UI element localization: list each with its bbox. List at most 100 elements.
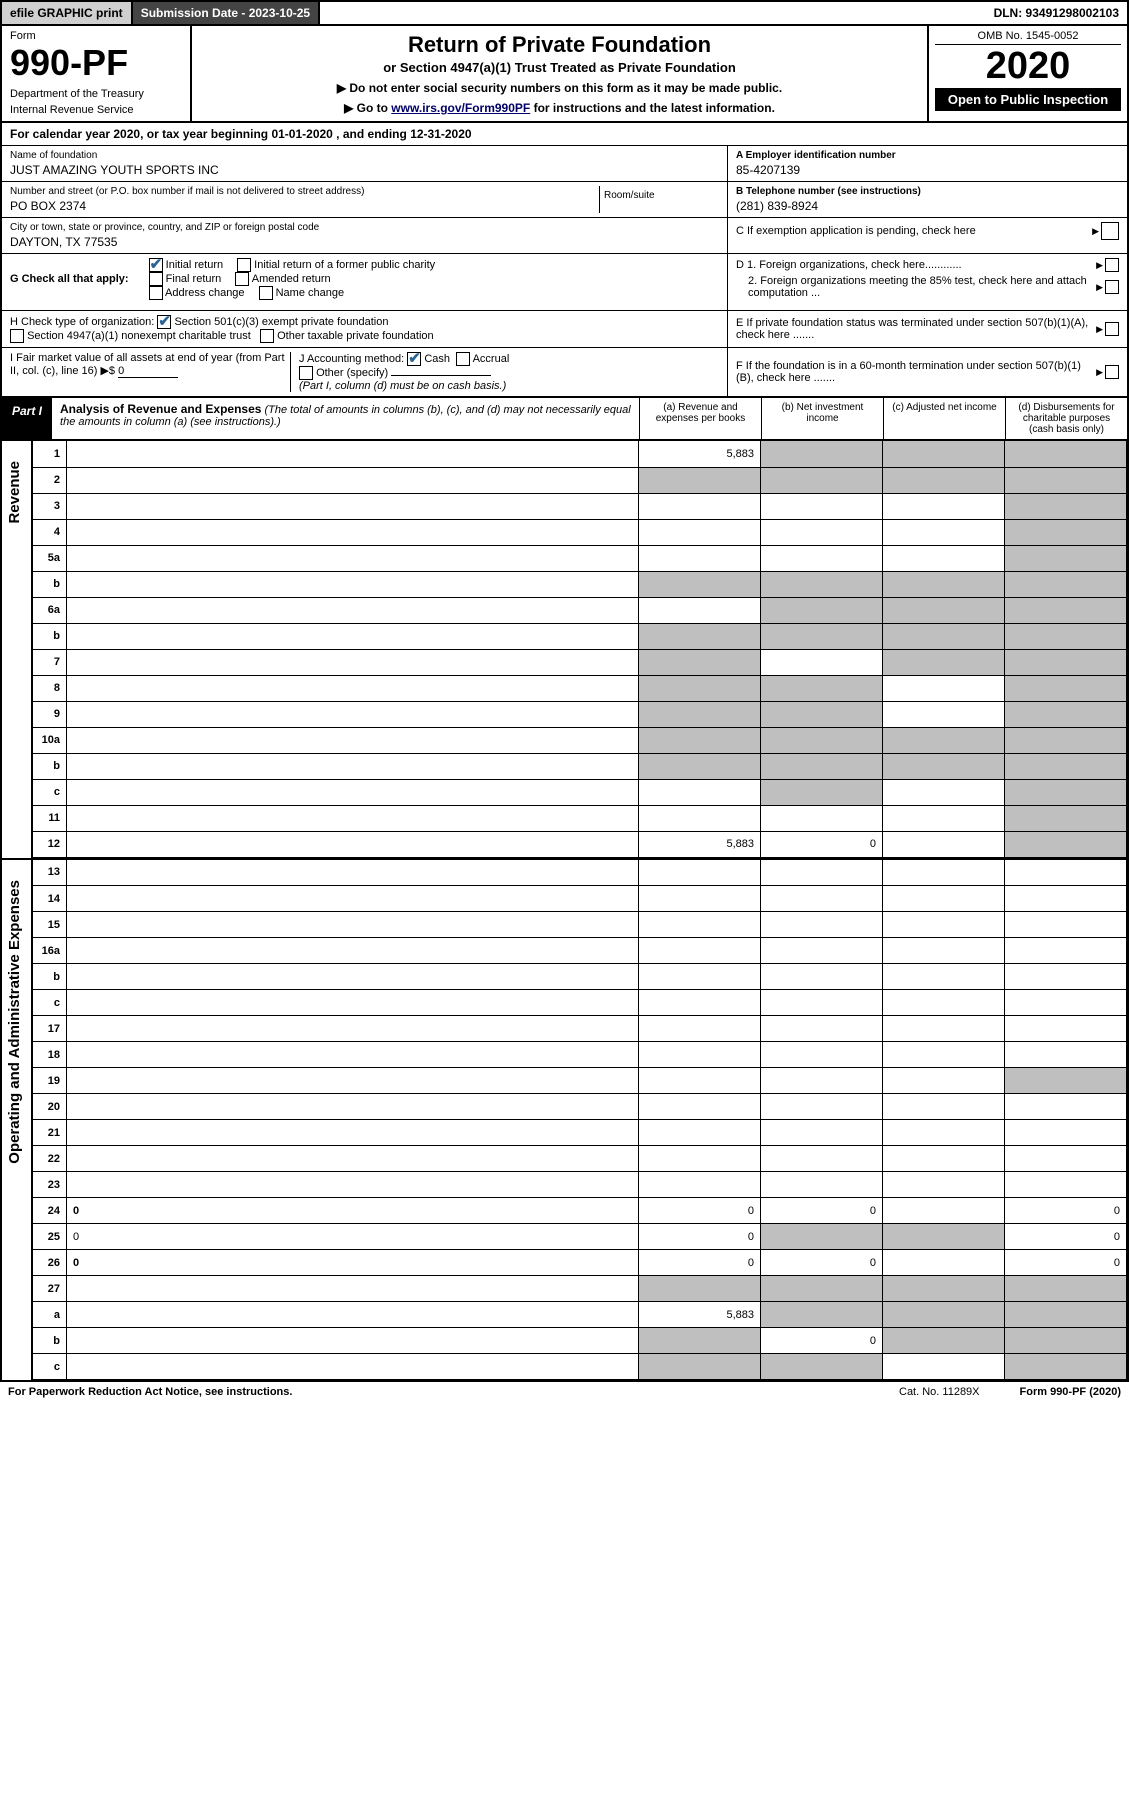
- tel-value: (281) 839-8924: [736, 199, 1119, 213]
- room-suite-label: Room/suite: [599, 186, 719, 213]
- foundation-city: DAYTON, TX 77535: [10, 235, 719, 249]
- paperwork-notice: For Paperwork Reduction Act Notice, see …: [8, 1386, 292, 1398]
- d1-checkbox[interactable]: [1105, 258, 1119, 272]
- table-row: c: [33, 990, 1127, 1016]
- table-row: 240000: [33, 1198, 1127, 1224]
- j-note: (Part I, column (d) must be on cash basi…: [299, 380, 506, 392]
- g-checkbox-5[interactable]: [259, 286, 273, 300]
- foundation-address: PO BOX 2374: [10, 199, 599, 213]
- arrow-icon: [1092, 225, 1101, 237]
- c-checkbox[interactable]: [1101, 222, 1119, 240]
- revenue-side-label: Revenue: [2, 441, 32, 858]
- dept-treasury: Department of the Treasury: [10, 88, 182, 100]
- h-opt1: Section 501(c)(3) exempt private foundat…: [174, 316, 388, 328]
- table-row: 6a: [33, 597, 1127, 623]
- cat-number: Cat. No. 11289X: [899, 1386, 980, 1398]
- submission-date: Submission Date - 2023-10-25: [133, 2, 320, 24]
- f-checkbox[interactable]: [1105, 365, 1119, 379]
- expenses-side-label: Operating and Administrative Expenses: [2, 860, 32, 1381]
- g-checkbox-2[interactable]: [149, 272, 163, 286]
- table-row: 16a: [33, 938, 1127, 964]
- ein-label: A Employer identification number: [736, 150, 1119, 161]
- tel-label: B Telephone number (see instructions): [736, 186, 1119, 197]
- c-exemption: C If exemption application is pending, c…: [736, 225, 1092, 237]
- table-row: 23: [33, 1172, 1127, 1198]
- form-word: Form: [10, 30, 182, 42]
- e-terminated: E If private foundation status was termi…: [736, 317, 1096, 341]
- table-row: 17: [33, 1016, 1127, 1042]
- top-bar: efile GRAPHIC print Submission Date - 20…: [2, 2, 1127, 26]
- table-row: 11: [33, 805, 1127, 831]
- table-row: 22: [33, 1146, 1127, 1172]
- foundation-info: Name of foundation JUST AMAZING YOUTH SP…: [2, 146, 1127, 254]
- j-accrual-checkbox[interactable]: [456, 352, 470, 366]
- g-checkbox-3[interactable]: [235, 272, 249, 286]
- h-lead: H Check type of organization:: [10, 316, 154, 328]
- h-opt3: Other taxable private foundation: [277, 330, 434, 342]
- page-footer: For Paperwork Reduction Act Notice, see …: [0, 1382, 1129, 1402]
- form-subtitle: or Section 4947(a)(1) Trust Treated as P…: [202, 60, 917, 75]
- h-opt2: Section 4947(a)(1) nonexempt charitable …: [27, 330, 251, 342]
- dln: DLN: 93491298002103: [986, 2, 1127, 24]
- revenue-table: 15,8832345ab6ab78910abc11125,8830: [32, 441, 1127, 858]
- goto-line: ▶ Go to www.irs.gov/Form990PF for instru…: [202, 101, 917, 115]
- j-accrual: Accrual: [473, 353, 510, 365]
- table-row: 20: [33, 1094, 1127, 1120]
- g-checkbox-1[interactable]: [237, 258, 251, 272]
- table-row: b: [33, 964, 1127, 990]
- foundation-name: JUST AMAZING YOUTH SPORTS INC: [10, 163, 719, 177]
- h-4947-checkbox[interactable]: [10, 329, 24, 343]
- ssn-warning: ▶ Do not enter social security numbers o…: [202, 81, 917, 95]
- i-fmv-value: 0: [118, 365, 178, 378]
- table-row: c: [33, 779, 1127, 805]
- table-row: 21: [33, 1120, 1127, 1146]
- col-a-header: (a) Revenue and expenses per books: [639, 398, 761, 439]
- h-501c3-checkbox[interactable]: [157, 315, 171, 329]
- irs-label: Internal Revenue Service: [10, 104, 182, 116]
- j-cash: Cash: [424, 353, 450, 365]
- col-b-header: (b) Net investment income: [761, 398, 883, 439]
- e-checkbox[interactable]: [1105, 322, 1119, 336]
- form-ref: Form 990-PF (2020): [1020, 1386, 1121, 1398]
- table-row: 4: [33, 519, 1127, 545]
- name-label: Name of foundation: [10, 150, 719, 161]
- table-row: b: [33, 753, 1127, 779]
- table-row: 7: [33, 649, 1127, 675]
- form-title: Return of Private Foundation: [202, 32, 917, 58]
- g-checkbox-4[interactable]: [149, 286, 163, 300]
- table-row: 125,8830: [33, 831, 1127, 857]
- form-number: 990-PF: [10, 42, 182, 84]
- table-row: 25000: [33, 1224, 1127, 1250]
- g-options: Initial return Initial return of a forme…: [149, 258, 450, 300]
- d2-foreign: 2. Foreign organizations meeting the 85%…: [736, 275, 1096, 299]
- irs-link[interactable]: www.irs.gov/Form990PF: [391, 101, 530, 115]
- tax-year: 2020: [935, 45, 1121, 88]
- table-row: a5,883: [33, 1302, 1127, 1328]
- table-row: b: [33, 571, 1127, 597]
- j-lead: J Accounting method:: [299, 353, 404, 365]
- table-row: b0: [33, 1328, 1127, 1354]
- table-row: 9: [33, 701, 1127, 727]
- ein-value: 85-4207139: [736, 163, 1119, 177]
- table-row: c: [33, 1354, 1127, 1380]
- table-row: 5a: [33, 545, 1127, 571]
- form-header: Form 990-PF Department of the Treasury I…: [2, 26, 1127, 123]
- table-row: 14: [33, 886, 1127, 912]
- part1-header: Part I Analysis of Revenue and Expenses …: [2, 396, 1127, 441]
- table-row: 8: [33, 675, 1127, 701]
- d2-checkbox[interactable]: [1105, 280, 1119, 294]
- table-row: 15: [33, 912, 1127, 938]
- table-row: 13: [33, 860, 1127, 886]
- j-cash-checkbox[interactable]: [407, 352, 421, 366]
- calendar-year-row: For calendar year 2020, or tax year begi…: [2, 123, 1127, 146]
- table-row: 19: [33, 1068, 1127, 1094]
- j-other-checkbox[interactable]: [299, 366, 313, 380]
- f-60month: F If the foundation is in a 60-month ter…: [736, 360, 1096, 384]
- h-other-checkbox[interactable]: [260, 329, 274, 343]
- j-other: Other (specify): [316, 367, 388, 379]
- table-row: 260000: [33, 1250, 1127, 1276]
- public-inspection: Open to Public Inspection: [935, 88, 1121, 111]
- g-lead: G Check all that apply:: [10, 273, 129, 285]
- g-checkbox-0[interactable]: [149, 258, 163, 272]
- col-d-header: (d) Disbursements for charitable purpose…: [1005, 398, 1127, 439]
